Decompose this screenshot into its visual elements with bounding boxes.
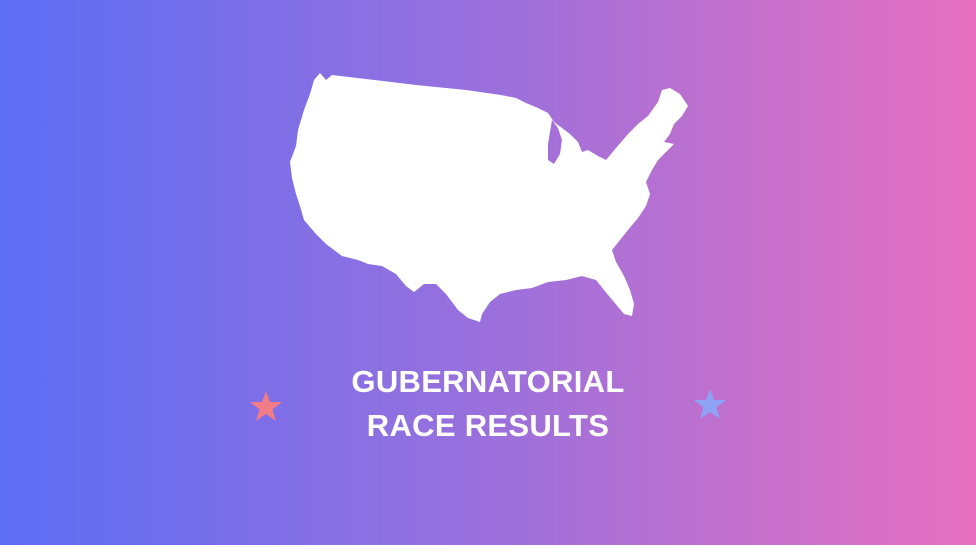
title-line-1: GUBERNATORIAL [351, 364, 625, 399]
page-title: GUBERNATORIAL RACE RESULTS [0, 360, 976, 448]
star-icon [250, 391, 282, 421]
usa-map-icon [290, 73, 688, 322]
star-icon [694, 389, 726, 419]
title-line-2: RACE RESULTS [366, 408, 610, 443]
